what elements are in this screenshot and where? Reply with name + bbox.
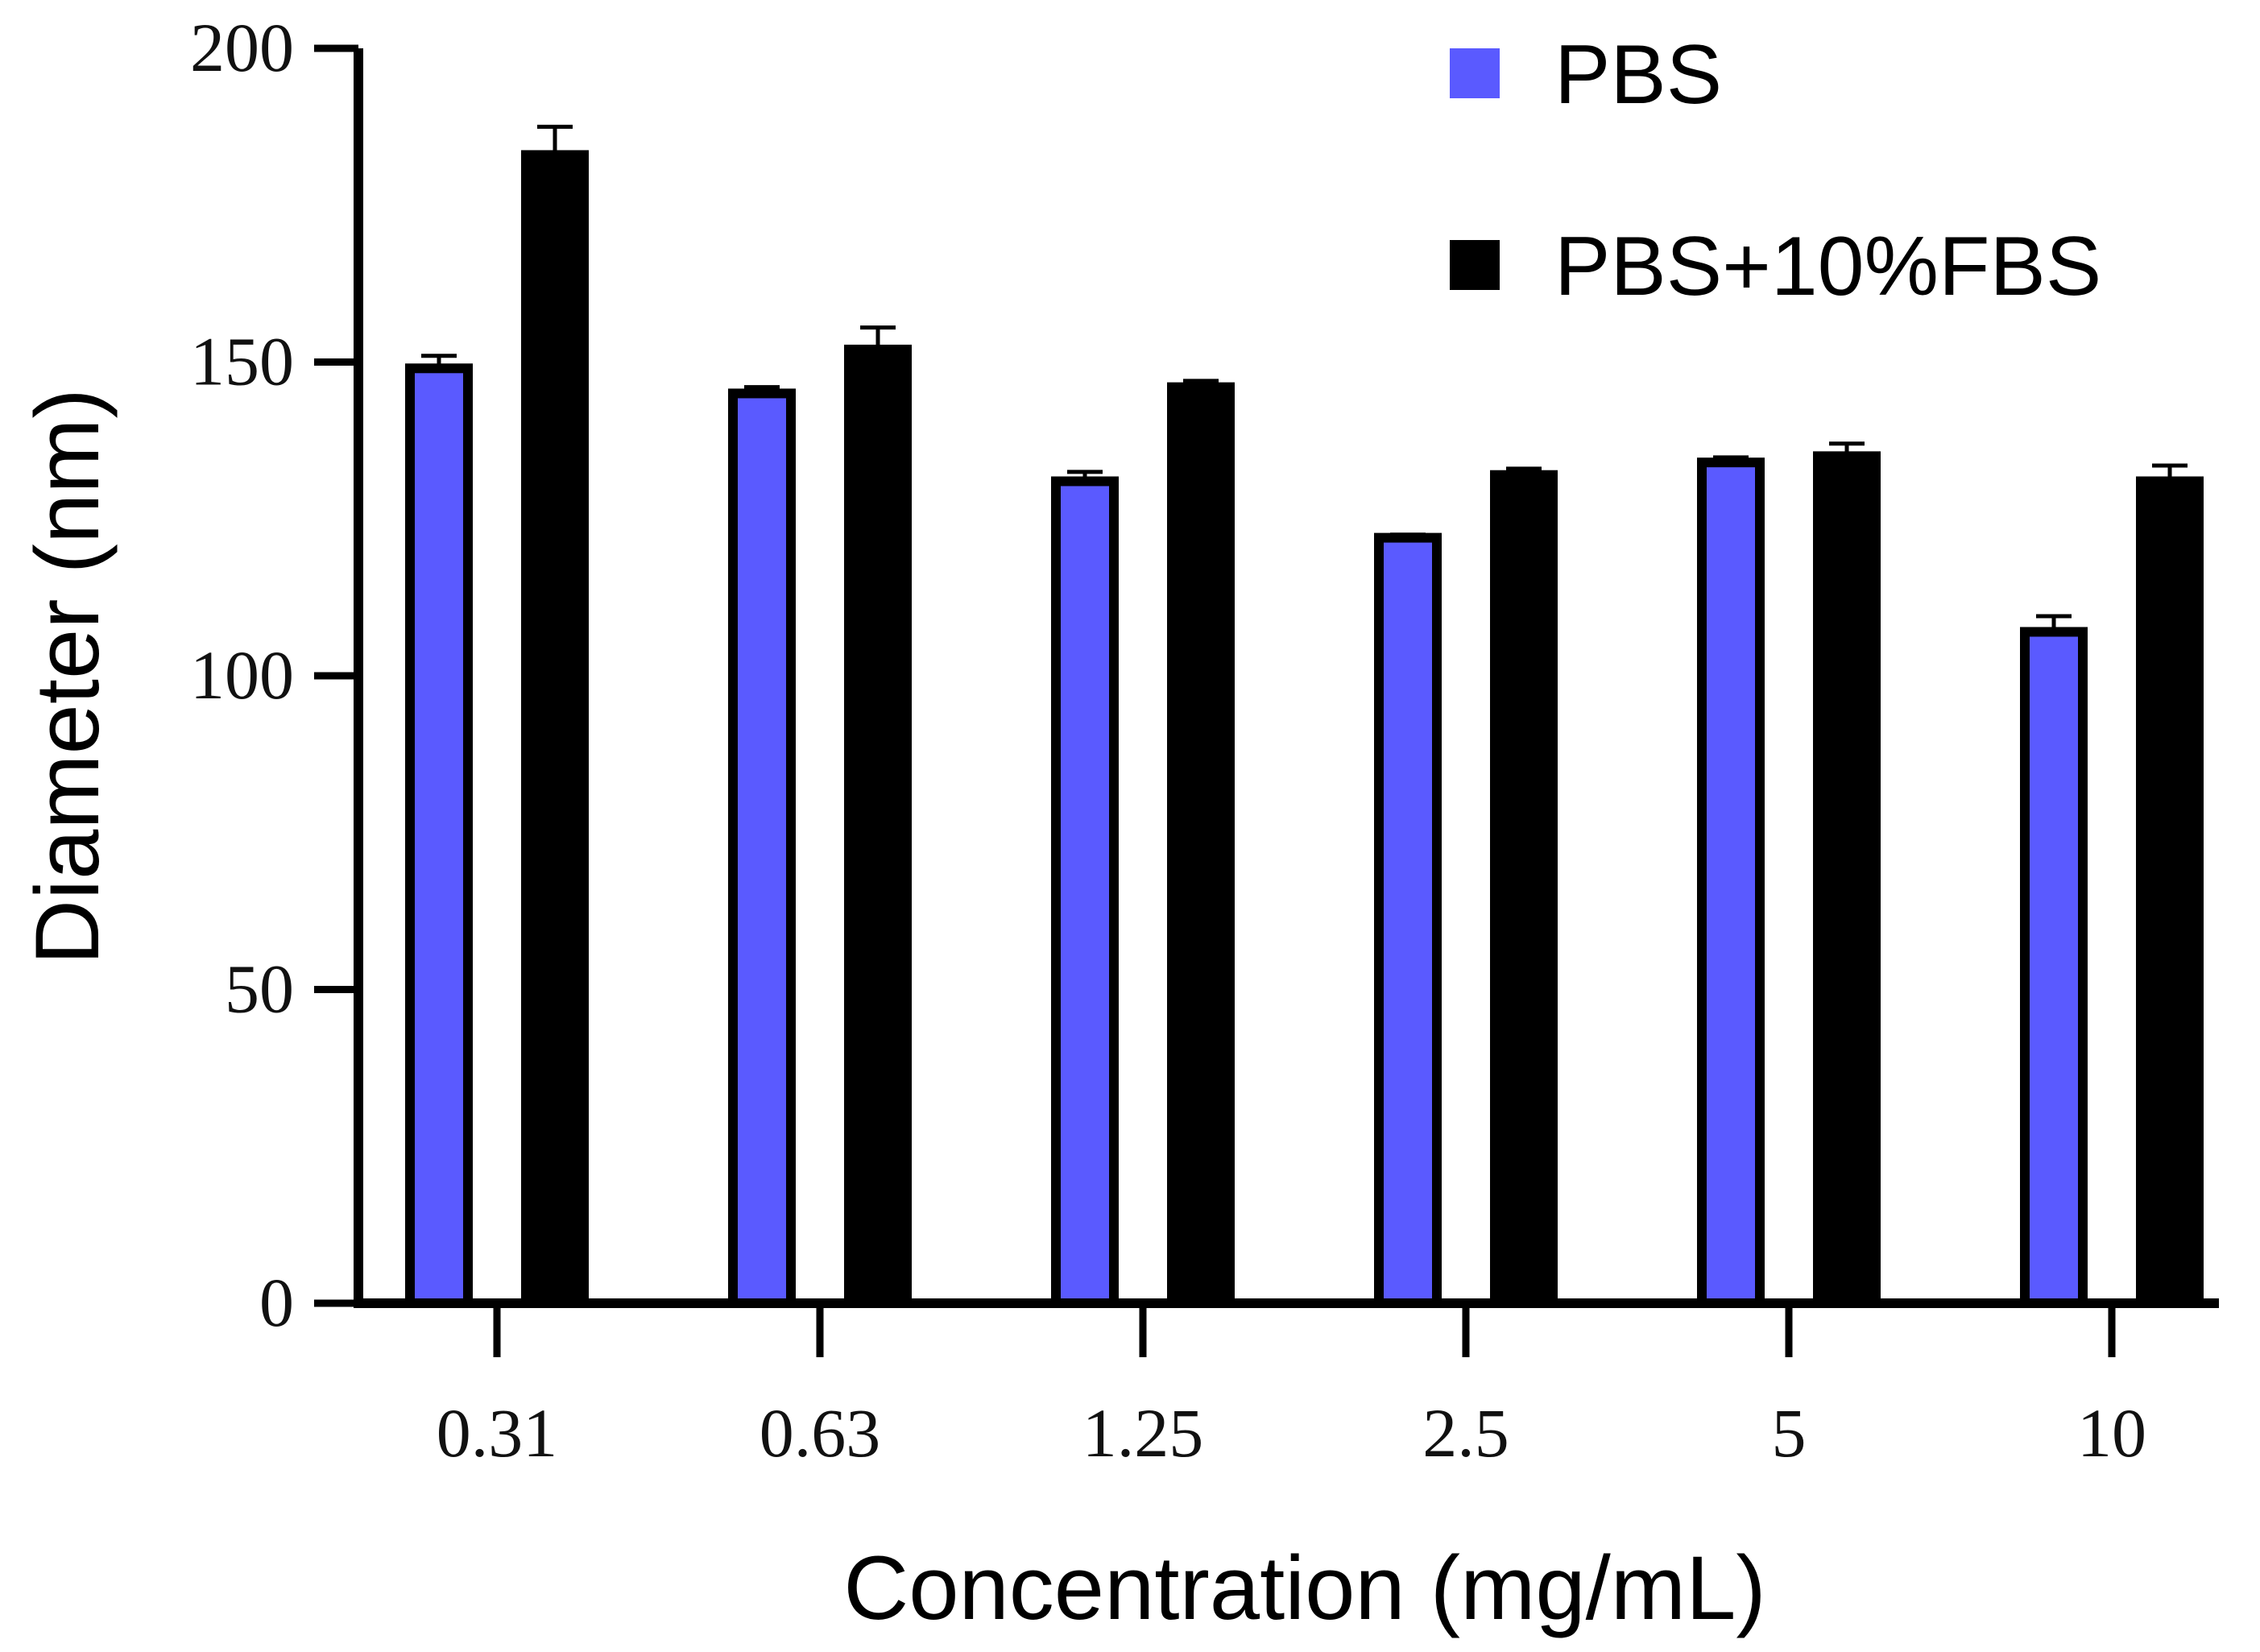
bar-pbs-10-fbs-2-5 [1490,470,1558,1308]
error-bar-pbs-10-fbs-10 [2152,463,2188,482]
error-bar-pbs-2-5 [1390,532,1426,538]
error-bar-pbs-5 [1713,455,1749,463]
x-tick-label-0-31: 0.31 [437,1394,558,1472]
x-tick-label-10: 10 [2077,1394,2146,1472]
bar-pbs-2-5 [1374,532,1442,1308]
y-tick-label-100: 100 [190,636,294,714]
error-bars-layer [421,124,2188,632]
bar-pbs-0-63 [728,388,796,1309]
error-bar-pbs-10-fbs-0-63 [860,325,896,350]
x-tick-label-0-63: 0.63 [760,1394,881,1472]
x-ticks: 0.31 0.63 1.25 2.5 5 10 [437,1303,2146,1472]
legend-swatch-pbs [1450,48,1500,98]
error-bar-pbs-10-fbs-5 [1829,441,1865,457]
y-axis-title: Diameter (nm) [17,388,118,965]
x-tick-label-1-25: 1.25 [1082,1394,1204,1472]
legend-label-pbs: PBS [1554,28,1722,122]
x-axis-title: Concentration (mg/mL) [843,1538,1765,1638]
error-bar-pbs-10 [2036,614,2072,632]
y-tick-label-200: 200 [190,9,294,86]
bar-pbs-10-fbs-0-63 [844,344,912,1308]
y-tick-label-150: 150 [190,323,294,400]
error-bar-pbs-10-fbs-0-31 [537,124,573,155]
bar-pbs-5 [1697,458,1765,1308]
bars-layer [405,150,2204,1309]
error-bar-pbs-10-fbs-2-5 [1506,466,1542,475]
bar-pbs-10-fbs-1-25 [1167,382,1235,1308]
y-tick-label-0: 0 [259,1264,294,1341]
legend-label-pbs-fbs: PBS+10%FBS [1554,220,2101,313]
bar-pbs-10-fbs-5 [1813,451,1881,1308]
error-bar-pbs-0-63 [744,385,780,394]
bar-pbs-10-fbs-10 [2136,476,2204,1308]
legend-swatch-pbs-fbs [1450,240,1500,290]
x-tick-label-5: 5 [1772,1394,1807,1472]
y-tick-label-50: 50 [225,950,294,1028]
error-bar-pbs-1-25 [1067,470,1103,482]
x-tick-label-2-5: 2.5 [1422,1394,1509,1472]
legend: PBS PBS+10%FBS [1450,28,2101,313]
bar-pbs-10 [2020,627,2088,1308]
bar-pbs-1-25 [1051,476,1119,1308]
bar-pbs-0-31 [405,363,473,1308]
error-bar-pbs-10-fbs-1-25 [1183,379,1219,387]
y-ticks: 0 50 100 150 200 [190,9,358,1341]
error-bar-pbs-0-31 [421,354,457,369]
bar-pbs-10-fbs-0-31 [521,150,589,1308]
